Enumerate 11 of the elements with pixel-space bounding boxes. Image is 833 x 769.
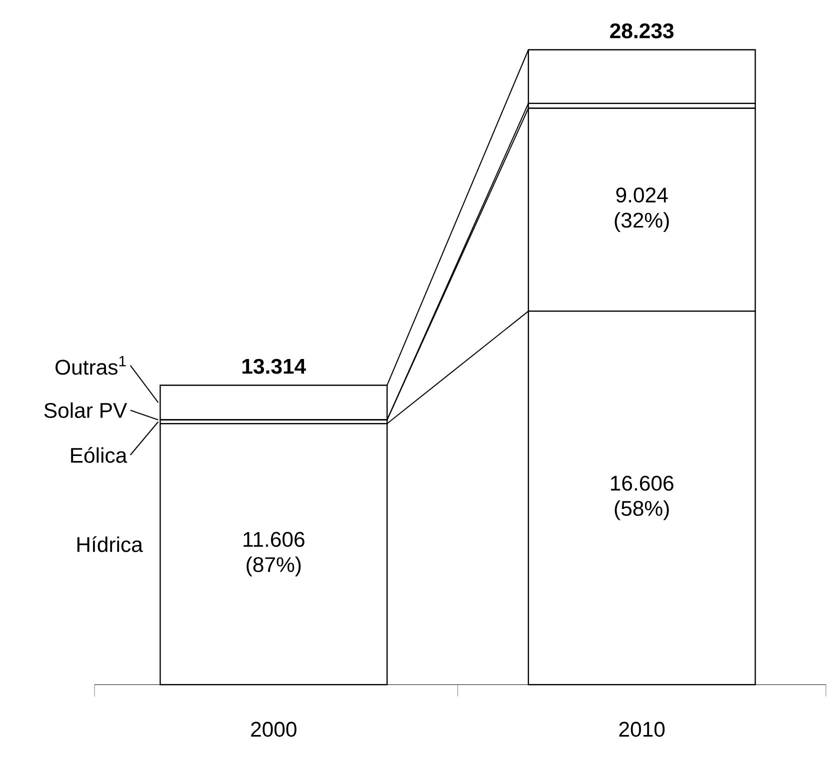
data-label: 16.606 (58%)	[610, 476, 674, 520]
series-label: Outras$^{1}$	[56, 356, 126, 375]
legend-label: Eólica	[71, 446, 128, 463]
total-label: 28.233	[610, 23, 674, 38]
data-label: 9.024 (32%)	[614, 187, 669, 232]
x-tick-label: 2000	[251, 722, 296, 737]
x-tick-label: 2010	[619, 722, 665, 737]
series-label: Hídrica	[77, 536, 143, 552]
legend-label: Solar PV	[44, 402, 128, 418]
data-label: 11.606 (87%)	[244, 532, 304, 576]
total-label: 13.314	[242, 358, 306, 374]
